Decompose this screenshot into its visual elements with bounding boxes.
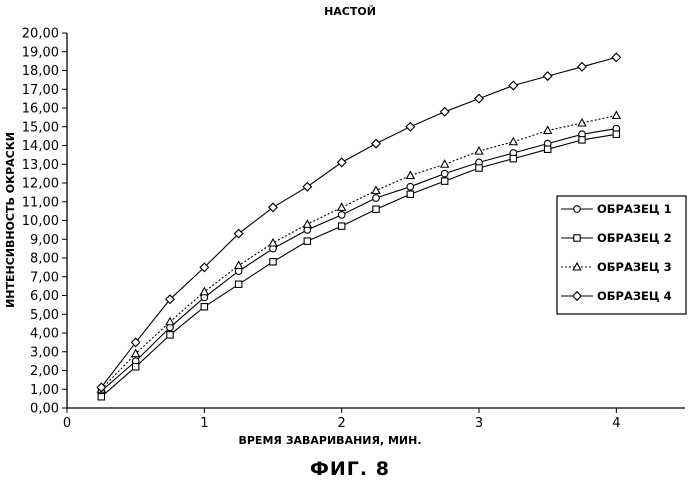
data-point	[441, 178, 447, 184]
legend: ОБРАЗЕЦ 1 ОБРАЗЕЦ 2 ОБРАЗЕЦ 3 ОБРАЗЕЦ 4	[557, 196, 686, 314]
data-point	[407, 172, 415, 179]
legend-label: ОБРАЗЕЦ 2	[597, 231, 672, 245]
y-tick-label: 17,00	[22, 83, 59, 98]
y-tick-label: 2,00	[30, 364, 59, 379]
data-point	[475, 147, 483, 154]
series-line	[101, 134, 616, 397]
y-tick-label: 18,00	[22, 64, 59, 79]
chart-title: НАСТОЙ	[324, 5, 376, 18]
y-axis-ticks: 0,00 1,00 2,00 3,00 4,00 5,00 6,00 7,00 8,00 9,00…	[22, 27, 67, 417]
data-point	[510, 155, 516, 161]
data-point	[338, 212, 345, 219]
data-point	[270, 259, 276, 265]
y-tick-label: 3,00	[30, 345, 59, 360]
data-point	[304, 238, 310, 244]
data-point	[544, 127, 552, 134]
y-axis-title: ИНТЕНСИВНОСТЬ ОКРАСКИ	[4, 132, 17, 308]
legend-label: ОБРАЗЕЦ 1	[597, 202, 672, 216]
data-point	[269, 239, 277, 246]
x-tick-label: 2	[338, 416, 346, 431]
y-tick-label: 1,00	[30, 383, 59, 398]
data-point	[510, 138, 518, 145]
legend-marker	[574, 235, 580, 241]
data-point	[372, 139, 380, 147]
data-point	[407, 191, 413, 197]
series-line	[101, 57, 616, 387]
data-point	[338, 203, 346, 210]
data-point	[475, 94, 483, 102]
data-point	[167, 332, 173, 338]
data-point	[578, 63, 586, 71]
data-point	[441, 160, 449, 167]
series-line	[101, 116, 616, 390]
data-point	[132, 364, 138, 370]
y-tick-label: 5,00	[30, 308, 59, 323]
series-layer	[97, 53, 620, 400]
data-point	[201, 304, 207, 310]
data-point	[612, 53, 620, 61]
data-point	[338, 223, 344, 229]
y-tick-label: 20,00	[22, 27, 59, 42]
y-tick-label: 16,00	[22, 102, 59, 117]
data-point	[613, 112, 621, 119]
data-point	[406, 123, 414, 131]
data-point	[304, 220, 312, 227]
y-tick-label: 0,00	[30, 402, 59, 417]
legend-label: ОБРАЗЕЦ 4	[597, 289, 672, 303]
data-point	[373, 195, 380, 202]
y-tick-label: 19,00	[22, 45, 59, 60]
data-point	[441, 170, 448, 177]
data-point	[544, 146, 550, 152]
data-point	[613, 131, 619, 137]
y-tick-label: 7,00	[30, 270, 59, 285]
data-point	[579, 137, 585, 143]
y-tick-label: 11,00	[22, 195, 59, 210]
y-tick-label: 6,00	[30, 289, 59, 304]
y-tick-label: 4,00	[30, 327, 59, 342]
series-line	[101, 129, 616, 392]
data-point	[440, 108, 448, 116]
x-tick-label: 1	[200, 416, 208, 431]
series-4	[97, 53, 620, 391]
data-point	[303, 183, 311, 191]
data-point	[373, 206, 379, 212]
y-tick-label: 12,00	[22, 177, 59, 192]
y-tick-label: 15,00	[22, 120, 59, 135]
data-point	[98, 394, 104, 400]
data-point	[337, 158, 345, 166]
y-tick-label: 10,00	[22, 214, 59, 229]
x-axis-title: ВРЕМЯ ЗАВАРИВАНИЯ, МИН.	[238, 434, 421, 447]
series-2	[98, 131, 619, 400]
figure-caption: ФИГ. 8	[310, 458, 390, 480]
y-tick-label: 14,00	[22, 139, 59, 154]
data-point	[476, 165, 482, 171]
data-point	[509, 81, 517, 89]
y-tick-label: 13,00	[22, 158, 59, 173]
data-point	[235, 262, 243, 269]
legend-marker	[574, 206, 581, 213]
data-point	[235, 281, 241, 287]
series-1	[98, 125, 620, 394]
data-point	[201, 288, 209, 295]
legend-label: ОБРАЗЕЦ 3	[597, 260, 672, 274]
x-tick-label: 0	[63, 416, 71, 431]
y-tick-label: 8,00	[30, 252, 59, 267]
x-axis-ticks: 0 1 2 3 4	[63, 408, 621, 431]
data-point	[543, 72, 551, 80]
y-tick-label: 9,00	[30, 233, 59, 248]
x-tick-label: 4	[612, 416, 620, 431]
x-tick-label: 3	[475, 416, 483, 431]
data-point	[372, 187, 380, 194]
data-point	[407, 183, 414, 190]
